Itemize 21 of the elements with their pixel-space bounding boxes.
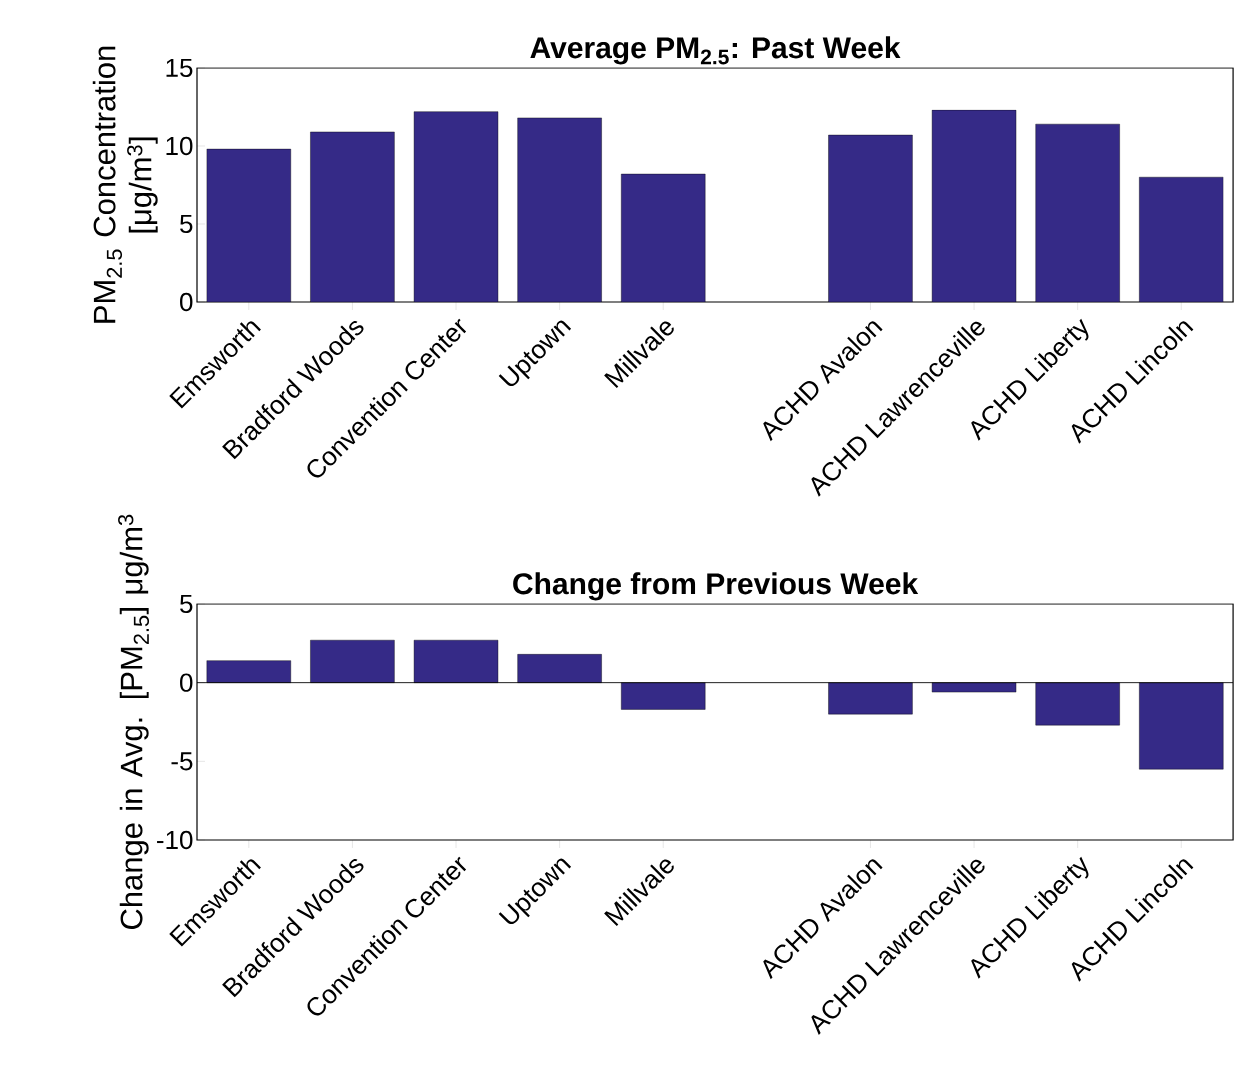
y-tick-label: 5 [180,594,193,614]
y-tick-label: 0 [180,673,193,692]
y-tick-label: -10 [157,830,193,850]
bar [517,117,602,302]
bar [413,111,499,302]
bar [828,135,913,302]
bar [621,173,706,302]
y-tick-label: 10 [166,136,193,156]
chart-title: Change from Previous Week [513,572,919,601]
bar [1139,176,1224,302]
bar [206,148,291,302]
bar [310,131,395,302]
bar [932,110,1017,302]
y-axis-title: Change in Avg. [PM$_{2.5}$] μg/m$^{3}$ [118,514,150,930]
y-axis-title: PM$_{2.5}$ Concentration [μg/m$^{3}$] [92,46,158,323]
y-tick-label: 5 [180,214,193,234]
y-tick-label: 0 [180,292,193,312]
y-tick-label: 15 [166,58,193,78]
y-tick-label: -5 [171,752,193,771]
chart-title: Average PM$_{2.5}$: Past Week [530,36,901,65]
bar [1035,124,1120,302]
